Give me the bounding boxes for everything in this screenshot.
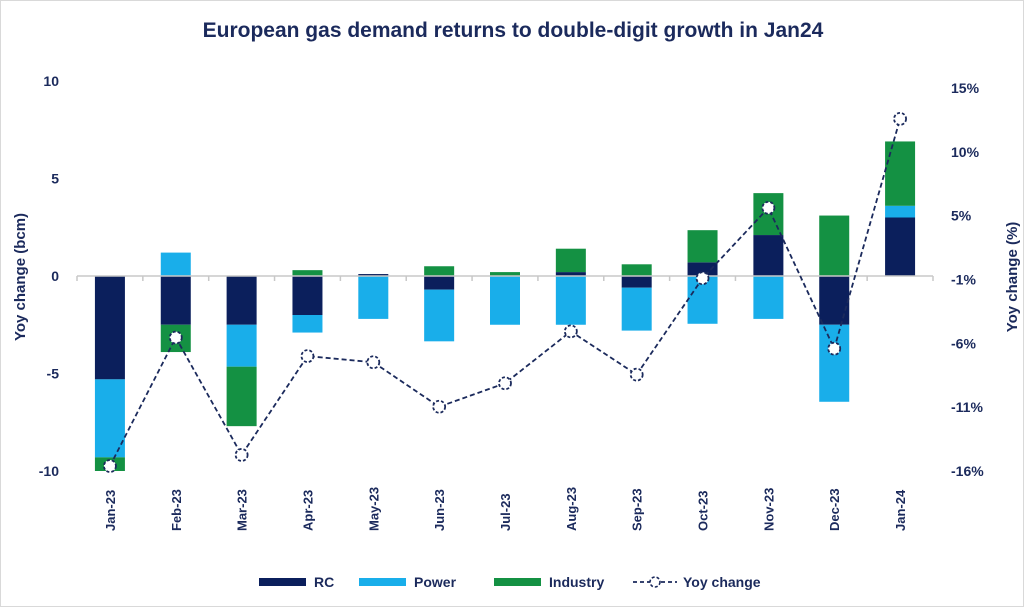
bar-power-jan-24 — [885, 205, 916, 218]
legend-marker-swatch — [649, 576, 661, 588]
legend-item-yoy-change: Yoy change — [633, 574, 761, 590]
yoy-point-may-23 — [366, 355, 381, 370]
yoy-point-jun-23 — [432, 399, 447, 414]
bar-power-apr-23 — [292, 315, 323, 333]
bar-industry-mar-23 — [226, 366, 257, 427]
x-tick-label: Jan-23 — [103, 490, 118, 531]
bar-rc-oct-23 — [687, 262, 718, 276]
bar-power-jan-23 — [94, 379, 125, 458]
yoy-point-apr-23 — [300, 349, 315, 364]
legend-item-industry: Industry — [494, 574, 604, 590]
bar-power-nov-23 — [753, 276, 784, 319]
bar-industry-jul-23 — [490, 272, 520, 276]
legend-label: Industry — [549, 574, 604, 590]
x-tick-label: Oct-23 — [696, 491, 711, 531]
bar-power-sep-23 — [621, 287, 652, 331]
bar-industry-dec-23 — [819, 215, 850, 276]
legend-label: Yoy change — [683, 574, 761, 590]
yoy-point-oct-23 — [695, 271, 710, 286]
x-tick-label: Nov-23 — [761, 488, 776, 531]
bar-industry-apr-23 — [292, 270, 323, 276]
x-tick-label: Mar-23 — [235, 489, 250, 531]
bar-power-jul-23 — [490, 276, 520, 325]
legend-swatch — [494, 578, 541, 586]
x-tick-label: Jun-23 — [432, 489, 447, 531]
x-tick-label: Sep-23 — [630, 488, 645, 531]
bar-power-jun-23 — [424, 289, 455, 342]
yoy-point-nov-23 — [761, 200, 776, 215]
bar-industry-jan-24 — [885, 141, 916, 206]
x-tick-label: Jul-23 — [498, 493, 513, 531]
yoy-point-sep-23 — [629, 367, 644, 382]
y-tick-label: 5 — [51, 171, 59, 187]
y2-tick-label: -11% — [951, 399, 983, 415]
legend-item-rc: RC — [259, 574, 334, 590]
yoy-point-jan-24 — [893, 111, 907, 126]
bar-rc-mar-23 — [226, 276, 257, 325]
y2-tick-label: -1% — [951, 272, 976, 288]
yoy-point-feb-23 — [168, 330, 183, 345]
x-tick-label: May-23 — [366, 487, 381, 531]
y2-tick-label: 10% — [951, 144, 980, 160]
bar-rc-jan-24 — [885, 217, 916, 276]
y-tick-label: -5 — [47, 366, 60, 382]
yoy-point-aug-23 — [563, 324, 578, 339]
x-tick-label: Dec-23 — [827, 488, 842, 531]
bar-rc-jan-23 — [94, 276, 125, 380]
y-tick-label: 10 — [43, 73, 59, 89]
y2-axis-label: Yoy change (%) — [1004, 222, 1021, 333]
bar-rc-aug-23 — [555, 272, 586, 276]
bar-industry-jun-23 — [424, 266, 455, 276]
bar-industry-sep-23 — [621, 264, 652, 276]
bar-power-aug-23 — [555, 276, 586, 325]
y2-tick-label: 5% — [951, 208, 972, 224]
yoy-point-jul-23 — [498, 376, 512, 391]
legend-label: Power — [414, 574, 457, 590]
bar-power-mar-23 — [226, 324, 257, 367]
legend-label: RC — [314, 574, 334, 590]
yoy-point-dec-23 — [827, 341, 842, 356]
chart-title: European gas demand returns to double-di… — [203, 19, 824, 42]
legend-item-power: Power — [359, 574, 457, 590]
bar-industry-oct-23 — [687, 230, 718, 263]
bar-rc-sep-23 — [621, 276, 652, 288]
x-tick-label: Aug-23 — [564, 487, 579, 531]
yoy-point-jan-23 — [103, 459, 117, 473]
bar-rc-dec-23 — [819, 276, 850, 325]
bar-rc-jun-23 — [424, 276, 455, 290]
yoy-point-mar-23 — [234, 448, 249, 462]
y-tick-label: 0 — [51, 268, 59, 284]
bar-power-dec-23 — [819, 324, 850, 402]
y-tick-label: -10 — [39, 463, 59, 479]
bar-power-may-23 — [358, 276, 389, 319]
bar-rc-nov-23 — [753, 235, 784, 276]
y2-tick-label: -16% — [951, 463, 984, 479]
x-tick-label: Apr-23 — [300, 490, 315, 531]
y2-tick-label: -6% — [951, 335, 976, 351]
legend-swatch — [359, 578, 406, 586]
legend-swatch — [259, 578, 306, 586]
y2-tick-label: 15% — [951, 80, 980, 96]
y-axis-label: Yoy change (bcm) — [12, 213, 29, 341]
bar-rc-apr-23 — [292, 276, 323, 315]
bar-rc-feb-23 — [160, 276, 191, 325]
bar-industry-aug-23 — [555, 248, 586, 273]
bar-rc-may-23 — [358, 274, 389, 276]
x-tick-label: Jan-24 — [893, 489, 908, 531]
bar-power-feb-23 — [160, 252, 191, 276]
x-tick-label: Feb-23 — [169, 489, 184, 531]
